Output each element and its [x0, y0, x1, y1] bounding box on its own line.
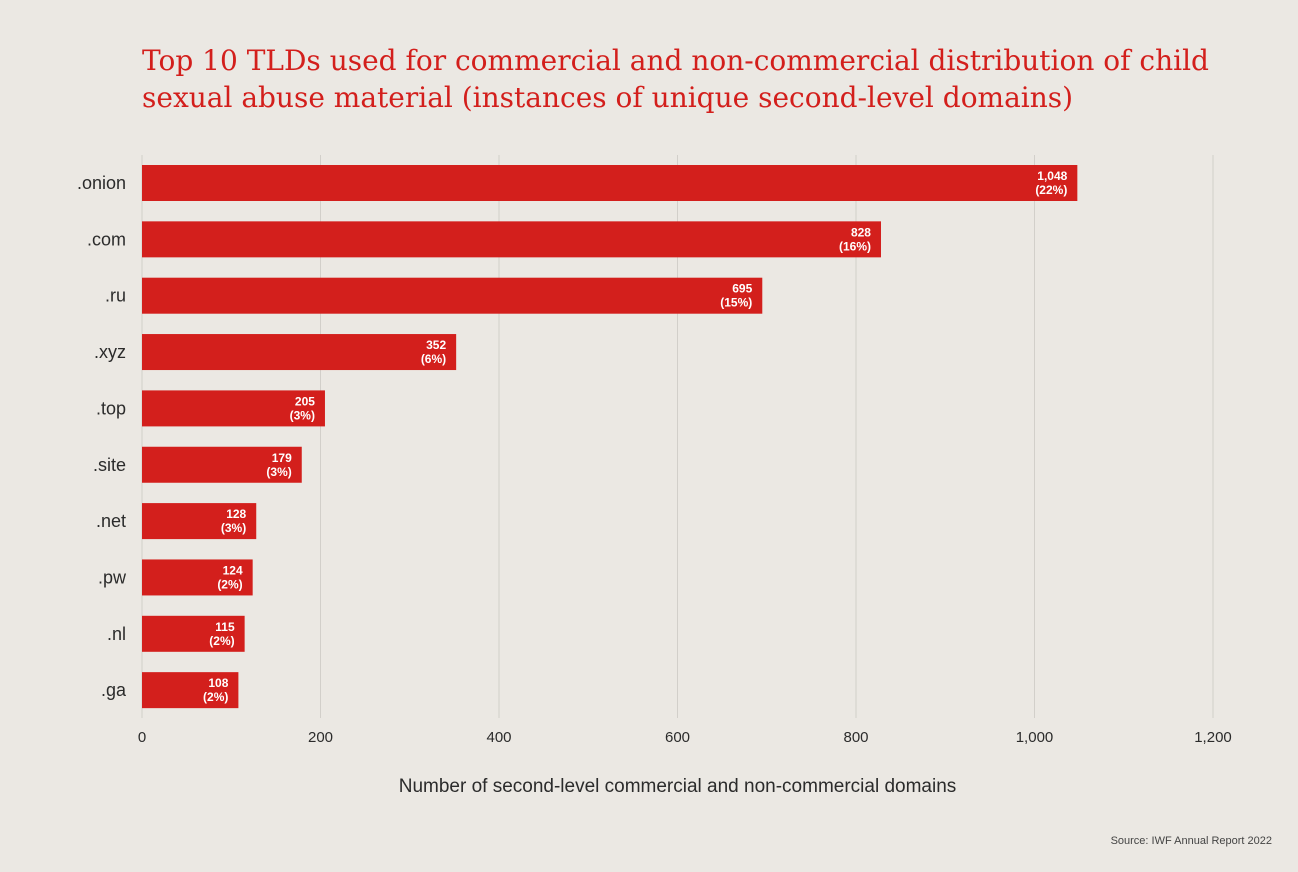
x-tick-label: 800	[843, 729, 868, 746]
bar-percent-label: (15%)	[720, 296, 752, 310]
category-label: .ru	[105, 286, 126, 306]
category-label: .net	[96, 511, 126, 531]
bar-percent-label: (22%)	[1035, 183, 1067, 197]
chart-title-line-2: sexual abuse material (instances of uniq…	[142, 81, 1074, 114]
x-tick-label: 1,200	[1194, 729, 1232, 746]
bar	[142, 446, 302, 483]
bar	[142, 221, 881, 258]
x-axis-title: Number of second-level commercial and no…	[398, 776, 957, 797]
bar-percent-label: (2%)	[203, 690, 228, 704]
x-tick-label: 400	[486, 729, 511, 746]
x-axis-tick-labels: 0 200 400 600 800 1,000 1,200	[138, 729, 1232, 746]
x-tick-label: 200	[308, 729, 333, 746]
bar-value-label: 695	[732, 282, 752, 296]
bar	[142, 390, 325, 427]
x-tick-label: 0	[138, 729, 146, 746]
bar	[142, 672, 239, 709]
category-label: .com	[87, 229, 126, 249]
bar-value-label: 205	[295, 394, 315, 408]
bar-percent-label: (2%)	[209, 634, 234, 648]
bar-value-label: 108	[208, 676, 228, 690]
bars: 1,048(22%)828(16%)695(15%)352(6%)205(3%)…	[142, 165, 1078, 709]
bar-value-label: 128	[226, 507, 246, 521]
bar-value-label: 179	[272, 451, 292, 465]
bar-percent-label: (2%)	[217, 577, 242, 591]
bar-value-label: 828	[851, 225, 871, 239]
category-label: .nl	[107, 624, 126, 644]
bar-percent-label: (3%)	[290, 408, 315, 422]
category-label: .onion	[77, 173, 126, 193]
bar-percent-label: (16%)	[839, 239, 871, 253]
bar-value-label: 352	[426, 338, 446, 352]
bar-value-label: 124	[223, 563, 243, 577]
bar-percent-label: (6%)	[421, 352, 446, 366]
chart-title: Top 10 TLDs used for commercial and non-…	[142, 42, 1222, 116]
source-note: Source: IWF Annual Report 2022	[1110, 835, 1272, 847]
category-label: .top	[96, 398, 126, 418]
bar	[142, 334, 457, 371]
bar	[142, 165, 1078, 201]
category-label: .ga	[101, 680, 127, 700]
bar-percent-label: (3%)	[221, 521, 246, 535]
category-label: .xyz	[94, 342, 126, 362]
bar	[142, 559, 253, 596]
x-tick-label: 1,000	[1016, 729, 1054, 746]
bar-value-label: 1,048	[1037, 169, 1067, 183]
bar	[142, 503, 257, 540]
bar-value-label: 115	[215, 620, 235, 634]
bar	[142, 615, 245, 652]
bar-percent-label: (3%)	[266, 465, 291, 479]
category-label: .site	[93, 455, 126, 475]
x-tick-label: 600	[665, 729, 690, 746]
y-axis-labels: .onion .com .ru .xyz .top .site .net .pw .nl .ga	[77, 173, 127, 700]
chart-title-line-1: Top 10 TLDs used for commercial and non-…	[142, 44, 1209, 77]
bar	[142, 277, 763, 314]
category-label: .pw	[98, 567, 127, 587]
